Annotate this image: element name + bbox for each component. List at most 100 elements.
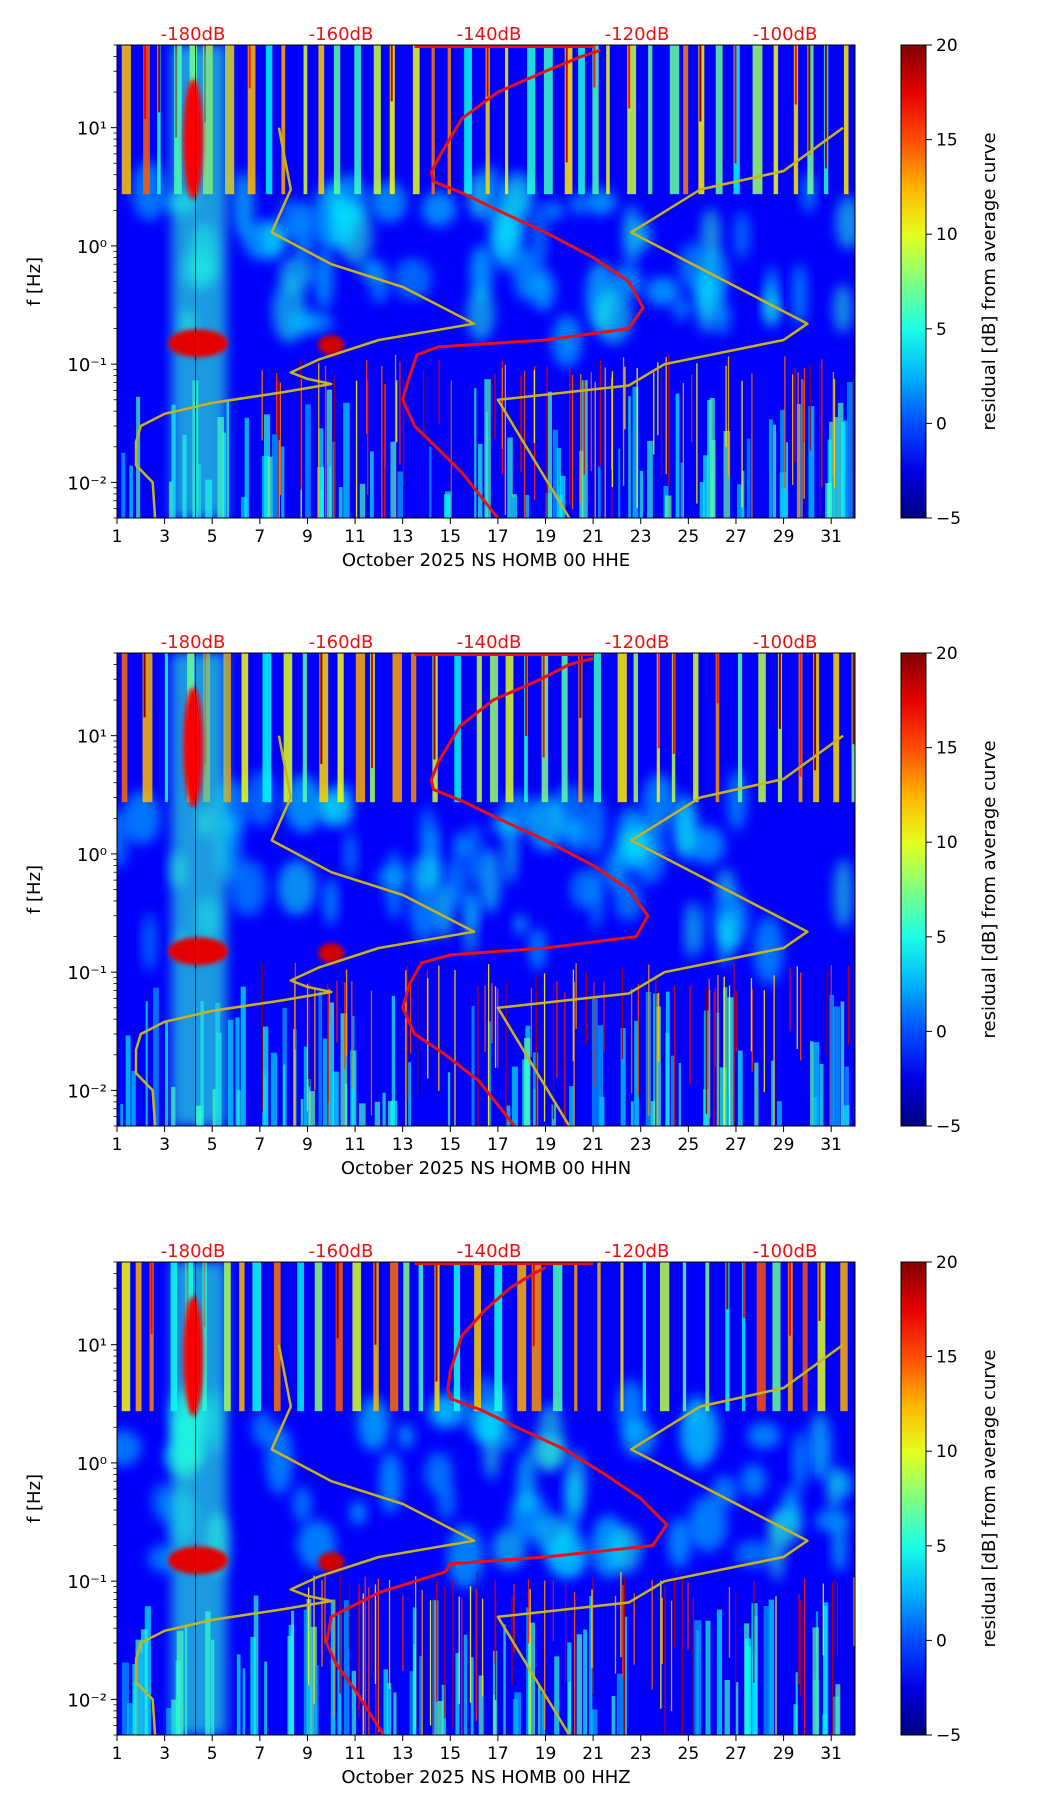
transient-spike [438,359,440,425]
x-tick-label: 27 [725,527,747,547]
noise-patch [532,203,547,271]
lf-stripe [343,402,350,518]
hf-stripe [813,653,820,803]
hf-stripe [648,45,653,195]
lf-stripe [121,452,126,518]
colorbar-gradient [900,44,927,519]
lf-stripe [567,1642,572,1735]
noise-patch [409,873,439,942]
colorbar: −5 0 5 10 15 20 residual [dB] from average cur… [900,1253,1000,1746]
hf-stripe [593,653,601,803]
noise-patch [424,1452,453,1495]
transient-spike [527,1579,530,1644]
heatmap-area [117,45,855,518]
lf-stripe [122,1662,129,1735]
lf-stripe [382,1092,386,1126]
transient-spike [306,983,309,1112]
hf-stripe [224,1262,231,1412]
y-tick-label: 10⁻² [67,1690,107,1711]
average-psd-curve [401,48,645,518]
transient-spike [314,988,316,1091]
transient-spike [313,1575,315,1705]
lf-stripe [771,1060,774,1126]
hf-hot-stripe [433,653,436,760]
hf-stripe [121,653,128,803]
hf-hot-stripe [532,1262,535,1347]
lf-stripe [369,451,374,518]
noise-patch [284,775,323,833]
hf-stripe [597,1262,601,1412]
lf-stripe [754,1062,759,1126]
x-tick-label: 1 [112,1744,123,1764]
microseism-blob [167,1546,228,1575]
colorbar-tick-label: 10 [936,1442,958,1462]
transient-spike [294,962,297,1050]
lf-stripe [808,406,815,518]
lf-stripe [773,424,777,518]
noise-patch [833,284,853,334]
hf-stripe [355,653,366,803]
transient-spike [836,1581,838,1658]
y-tick-label: 10¹ [77,727,107,748]
hf-stripe [303,45,308,195]
noise-patch [117,809,128,870]
noise-patch [551,314,582,368]
lf-stripe [242,1668,246,1735]
transient-spike [753,1580,755,1683]
transient-spike [773,975,775,1126]
hf-stripe [410,653,417,803]
y-tick-label: 10⁰ [77,1454,107,1475]
y-tick-label: 10¹ [77,119,107,140]
lf-stripe [694,1620,702,1735]
transient-spike [423,370,425,440]
transient-spike [763,990,765,1093]
hf-hot-stripe [486,45,489,97]
noise-patch [152,1482,174,1522]
transient-spike [374,1584,377,1684]
noise-patch [503,818,518,884]
hf-stripe [453,1262,461,1412]
transient-spike [533,369,535,444]
hf-stripe [494,1262,503,1412]
transient-spike [497,988,499,1068]
transient-spike [603,981,605,1053]
lf-stripe [678,1062,681,1126]
transient-spike [324,365,327,518]
x-tick-label: 21 [582,1135,604,1155]
transient-spike [321,1580,323,1667]
transient-spike [454,969,456,1126]
x-axis-label: October 2025 NS HOMB 00 HHN [341,1158,631,1179]
transient-spike [384,383,386,467]
lf-stripe [525,494,530,518]
lf-stripe [785,442,789,518]
x-tick-label: 7 [254,527,265,547]
lf-stripe [822,1714,828,1735]
x-tick-label: 17 [487,1135,509,1155]
colorbar-tick-label: 15 [936,131,958,151]
db-scale-label: -160dB [309,632,374,653]
transient-spike [696,363,698,504]
noise-patch [324,878,338,926]
lf-stripe [235,1017,240,1126]
lf-stripe [511,497,518,518]
hf-hot-stripe [716,653,719,704]
lf-stripe [484,379,491,518]
hf-hot-stripe [336,1262,339,1339]
colorbar-tick-label: 0 [936,1631,947,1651]
noise-patch [313,183,346,251]
transient-spike [673,1577,676,1647]
transient-spike [728,985,731,1126]
db-scale-label: -180dB [161,1241,226,1262]
hf-hot-stripe [390,45,393,102]
hf-hot-stripe [734,45,737,164]
lf-stripe [822,1602,829,1735]
noise-patch [747,1422,781,1449]
db-scale-label: -140dB [457,1241,522,1262]
transient-spike [623,1576,626,1735]
transient-spike [409,980,412,1054]
noise-patch [453,832,469,860]
lf-stripe [837,402,844,518]
transient-spike [637,983,639,1097]
